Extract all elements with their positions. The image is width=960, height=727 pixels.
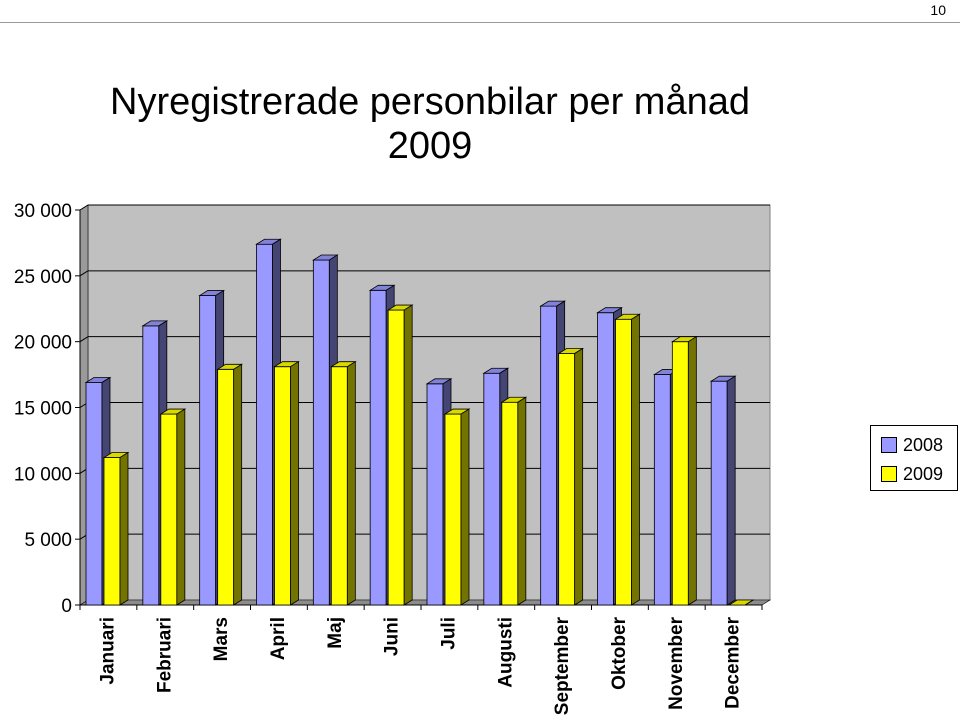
bar-side <box>517 396 527 606</box>
bar-front <box>558 353 576 606</box>
bar-2009-september <box>557 347 585 606</box>
bar-front <box>710 380 728 606</box>
bar-2009-augusti <box>500 396 528 606</box>
bar-front <box>501 401 519 606</box>
x-tick-label: April <box>268 617 289 660</box>
bar-side <box>744 599 754 606</box>
bar-side <box>726 375 736 606</box>
x-tick-label: November <box>666 616 687 710</box>
y-tick-label: 15 000 <box>14 399 72 420</box>
bar-side <box>687 335 697 606</box>
bar-2009-oktober <box>614 313 641 606</box>
bar-front <box>597 312 614 606</box>
bar-2009-april <box>273 360 300 606</box>
bar-2009-december <box>727 599 755 606</box>
y-tick-label: 30 000 <box>14 201 72 222</box>
bar-front <box>142 325 160 606</box>
bar-front <box>312 259 330 606</box>
legend-swatch-2009 <box>881 466 897 482</box>
bar-side <box>346 360 356 606</box>
gridline-side <box>79 336 89 343</box>
legend-item-2009: 2009 <box>881 464 943 484</box>
legend-label-2009: 2009 <box>903 463 944 484</box>
bar-2009-maj <box>329 360 357 606</box>
chart-legend: 2008 2009 <box>870 425 958 491</box>
bar-front <box>256 243 273 606</box>
x-tick-label: Juni <box>382 617 403 656</box>
x-tick-label: Juli <box>438 617 459 650</box>
bar-front <box>160 413 178 606</box>
bar-side <box>176 408 186 606</box>
bar-front <box>85 382 103 606</box>
gridline-side <box>79 204 89 211</box>
bar-2009-juli <box>443 408 471 606</box>
x-tick-label: Januari <box>97 617 118 685</box>
header-rule <box>0 22 960 23</box>
bar-2009-juni <box>386 304 414 606</box>
gridline-side <box>79 270 89 277</box>
x-tick-label: Februari <box>154 617 175 693</box>
bar-2008-december <box>709 375 737 606</box>
bar-front <box>615 318 632 606</box>
bar-2009-mars <box>216 363 244 606</box>
legend-item-2008: 2008 <box>881 435 943 455</box>
bar-front <box>426 383 444 606</box>
chart-title-main: Nyregistrerade personbilar per månad <box>110 81 750 123</box>
bar-front <box>274 366 291 606</box>
y-tick-label: 0 <box>61 596 72 617</box>
x-tick-label: Mars <box>211 617 232 661</box>
bar-front <box>653 374 671 606</box>
chart-title-year: 2009 <box>387 125 473 167</box>
bar-front <box>103 457 121 606</box>
bar-2009-februari <box>159 408 187 606</box>
bar-side <box>574 347 584 606</box>
x-tick-label: Maj <box>325 617 346 649</box>
bar-side <box>631 313 640 606</box>
bar-front <box>217 368 235 606</box>
bar-side <box>233 363 243 606</box>
bar-front <box>199 295 217 606</box>
bar-front <box>483 372 501 606</box>
y-tick-label: 5 000 <box>24 530 72 551</box>
y-tick-label: 10 000 <box>14 464 72 485</box>
page-number: 10 <box>930 2 946 18</box>
bar-2009-november <box>670 335 698 606</box>
bar-front <box>387 309 405 606</box>
bar-front <box>444 413 462 606</box>
legend-label-2008: 2008 <box>903 434 944 455</box>
bar-side <box>460 408 470 606</box>
x-tick-label: Oktober <box>609 616 630 689</box>
bar-front <box>671 341 689 606</box>
x-tick-label: September <box>552 616 573 715</box>
chart-title: Nyregistrerade personbilar per månad 200… <box>40 80 820 168</box>
bar-front <box>330 366 348 606</box>
bar-side <box>403 304 413 606</box>
x-tick-label: Augusti <box>495 617 516 688</box>
bar-front <box>369 289 387 606</box>
y-tick-label: 25 000 <box>14 267 72 288</box>
bar-side <box>290 360 299 606</box>
legend-swatch-2008 <box>881 437 897 453</box>
bar-front <box>540 305 558 606</box>
y-tick-label: 20 000 <box>14 333 72 354</box>
bar-2009-januari <box>102 451 130 606</box>
bar-side <box>119 451 129 606</box>
x-tick-label: December <box>723 616 744 708</box>
